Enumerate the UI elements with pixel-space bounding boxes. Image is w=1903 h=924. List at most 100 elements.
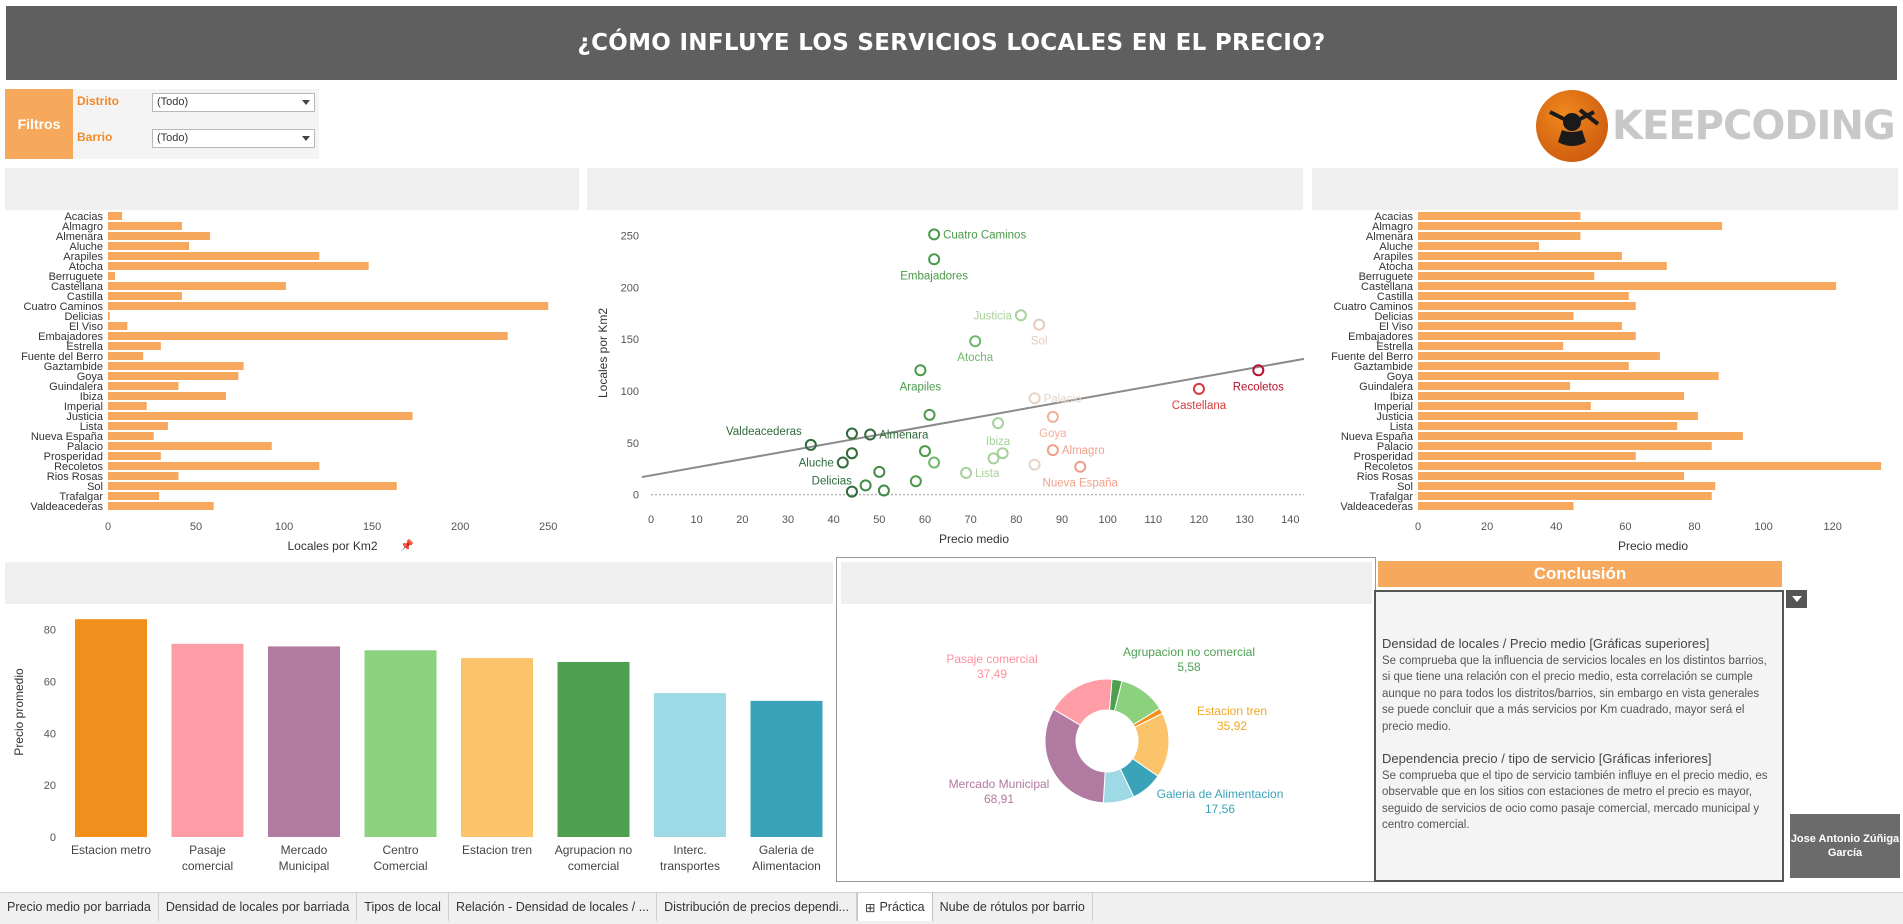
bar (1418, 352, 1660, 360)
category-label: Recoletos (54, 461, 103, 473)
scatter-point (960, 466, 973, 479)
category-label: Sol (1397, 481, 1413, 493)
x-tick-label: 80 (1688, 521, 1700, 533)
x-tick-label: 10 (691, 514, 703, 526)
category-label: Prosperidad (44, 451, 103, 463)
category-label: Prosperidad (1354, 451, 1413, 463)
category-label: Embajadores (1348, 331, 1413, 343)
dashboard-title-bar: ¿CÓMO INFLUYE LOS SERVICIOS LOCALES EN E… (6, 6, 1897, 80)
bar (108, 252, 320, 260)
bar (108, 352, 144, 360)
category-label: Aluche (69, 241, 103, 253)
pin-icon: 📌 (400, 538, 414, 552)
category-label: Ibiza (80, 391, 104, 403)
x-tick-label: 50 (873, 514, 885, 526)
category-label: Guindalera (49, 381, 104, 393)
bar (108, 212, 123, 220)
sheet-tab-label: Distribución de precios dependi... (664, 900, 849, 914)
bar (108, 462, 320, 470)
bar (108, 302, 549, 310)
x-axis-label: Precio medio (939, 532, 1009, 546)
category-label: comercial (182, 859, 233, 873)
scatter-point (1046, 444, 1059, 457)
scatter-point (864, 428, 877, 441)
sheet-tab[interactable]: Precio medio por barriada (0, 893, 159, 921)
sheet-tab[interactable]: ⊞ Práctica (856, 893, 933, 921)
point-label: Delicias (812, 476, 853, 488)
category-label: Castellana (51, 281, 104, 293)
category-label: Alimentacion (752, 859, 821, 873)
scatter-point (1028, 458, 1041, 471)
scatter-point (987, 452, 1000, 465)
bar (1418, 342, 1564, 350)
category-label: Acacias (64, 211, 103, 223)
x-tick-label: 40 (1550, 521, 1562, 533)
bar (108, 452, 161, 460)
bar (1418, 372, 1719, 380)
panel-header-scatter (587, 168, 1303, 210)
x-tick-label: 250 (539, 521, 557, 533)
donut-label-value: 5,58 (1177, 660, 1201, 674)
sheet-tab-label: Densidad de locales por barriada (165, 900, 350, 914)
bar (108, 242, 189, 250)
x-tick-label: 90 (1056, 514, 1068, 526)
donut-label-name: Mercado Municipal (949, 777, 1050, 791)
barrio-value: (Todo) (157, 132, 189, 144)
sheet-tab-label: Relación - Densidad de locales / ... (455, 900, 650, 914)
distrito-select[interactable]: (Todo) (152, 93, 315, 112)
category-label: El Viso (1379, 321, 1413, 333)
category-label: Almenara (56, 231, 104, 243)
category-label: Goya (1387, 371, 1414, 383)
point-label: Palacio (1044, 393, 1082, 405)
sheet-tab[interactable]: Nube de rótulos por barrio (933, 893, 1093, 921)
bar (1418, 312, 1574, 320)
bar (108, 312, 110, 320)
x-tick-label: 70 (965, 514, 977, 526)
x-tick-label: 0 (1415, 521, 1421, 533)
panel-header-price (1312, 168, 1898, 210)
donut-label-name: Estacion tren (1197, 704, 1267, 718)
donut-label-name: Galeria de Alimentacion (1157, 787, 1284, 801)
conclusion-heading-2: Dependencia precio / tipo de servicio [G… (1382, 751, 1712, 766)
bar (1418, 482, 1716, 490)
category-label: Delicias (64, 311, 103, 323)
conclusion-text-box[interactable]: Densidad de locales / Precio medio [Gráf… (1374, 590, 1784, 882)
bar (108, 282, 286, 290)
sheet-tab[interactable]: Densidad de locales por barriada (159, 893, 358, 921)
category-label: Embajadores (38, 331, 103, 343)
sheet-tab-label: Práctica (879, 900, 925, 914)
category-label: Municipal (279, 859, 330, 873)
x-tick-label: 120 (1190, 514, 1208, 526)
category-label: Guindalera (1359, 381, 1414, 393)
bar (1418, 262, 1667, 270)
x-tick-label: 100 (1098, 514, 1116, 526)
category-label: Estacion metro (71, 843, 151, 857)
conclusion-dropdown-button[interactable] (1786, 590, 1807, 608)
x-tick-label: 60 (919, 514, 931, 526)
scatter-point (928, 253, 941, 266)
x-tick-label: 0 (105, 521, 111, 533)
category-label: Palacio (67, 441, 103, 453)
sheet-tab[interactable]: Distribución de precios dependi... (657, 893, 857, 921)
category-label: Comercial (373, 859, 427, 873)
donut-label-value: 35,92 (1217, 719, 1247, 733)
scatter-chart: 0 50 100 150 200 250 0 10 20 30 40 50 60 70 80 90 100 110… (596, 228, 1305, 546)
conclusion-title: Conclusión (1378, 561, 1782, 587)
point-label: Justicia (974, 310, 1013, 322)
bar (364, 650, 437, 837)
bar (108, 232, 211, 240)
category-label: Agrupacion no (555, 843, 633, 857)
category-label: Justicia (66, 411, 104, 423)
x-axis-label: Locales por Km2 (287, 539, 377, 553)
sheet-tab[interactable]: Tipos de local (357, 893, 449, 921)
barrio-select[interactable]: (Todo) (152, 129, 315, 148)
bar (108, 272, 116, 280)
sheet-tab[interactable]: Relación - Densidad de locales / ... (449, 893, 658, 921)
category-label: Castilla (67, 291, 104, 303)
keepcoding-logo-text: KEEPCODING (1612, 103, 1896, 149)
scatter-point (877, 484, 890, 497)
category-label: Lista (1390, 421, 1414, 433)
category-label: Arapiles (63, 251, 103, 263)
bar (1418, 462, 1882, 470)
point-label: Arapiles (900, 381, 942, 393)
